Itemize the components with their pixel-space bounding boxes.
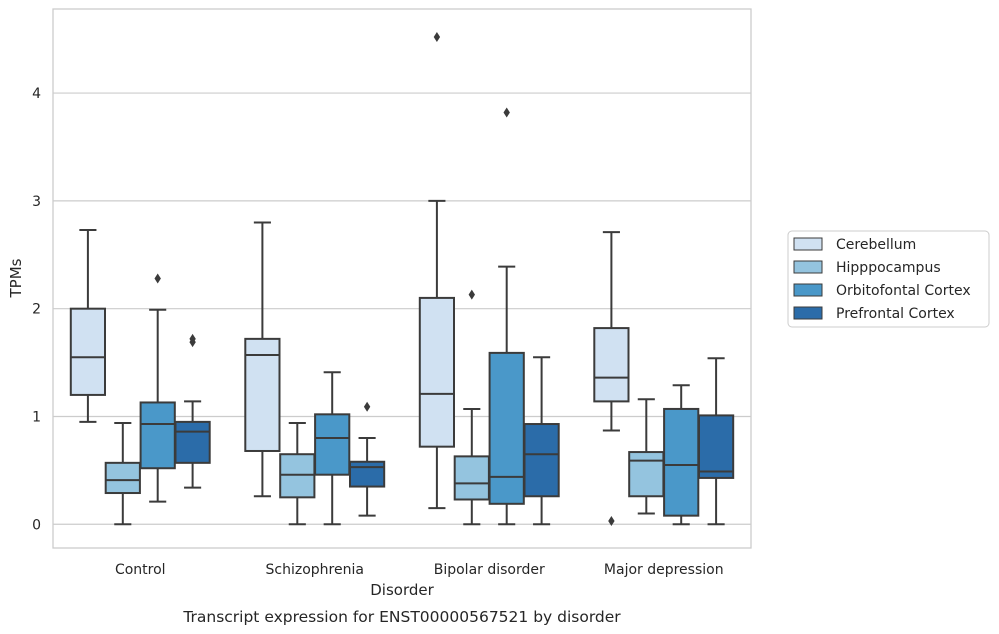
box-orbitofontal-cortex-2 — [488, 107, 525, 526]
legend-frame — [787, 230, 990, 328]
box-body — [174, 420, 211, 464]
outlier-point — [503, 107, 510, 118]
box-prefrontal-cortex-3 — [697, 357, 735, 526]
legend-swatch — [793, 283, 823, 297]
box-body — [244, 337, 281, 452]
box-body — [453, 455, 490, 501]
outlier-point — [608, 516, 615, 527]
legend-entry: Orbitofontal Cortex — [836, 283, 971, 299]
outlier-point — [154, 273, 161, 284]
outlier-point — [363, 401, 371, 412]
y-tick-label: 3 — [32, 194, 41, 210]
box-plot-series — [69, 32, 735, 527]
box-prefrontal-cortex-2 — [523, 356, 560, 526]
box-cerebellum-3 — [593, 231, 630, 527]
box-body — [69, 307, 107, 396]
legend-entry: Cerebellum — [836, 237, 916, 253]
box-hipppocampus-0 — [104, 421, 141, 526]
box-body — [348, 460, 386, 488]
legend-swatch — [793, 260, 823, 274]
y-axis-label: TPMs — [7, 258, 25, 298]
legend-swatch — [793, 306, 823, 320]
box-body — [593, 327, 630, 403]
legend-entry: Hipppocampus — [836, 260, 941, 276]
y-tick-label: 4 — [32, 86, 41, 102]
plot-frame — [52, 8, 752, 549]
x-tick-label: Major depression — [604, 562, 724, 578]
y-tick-label: 1 — [32, 409, 41, 425]
box-orbitofontal-cortex-0 — [139, 273, 176, 503]
box-cerebellum-1 — [244, 221, 281, 498]
box-body — [628, 451, 665, 498]
outlier-point — [433, 32, 441, 43]
box-prefrontal-cortex-1 — [348, 401, 386, 517]
box-orbitofontal-cortex-1 — [314, 371, 351, 526]
box-body — [697, 414, 735, 479]
box-body — [418, 296, 456, 448]
x-tick-label: Control — [115, 562, 166, 578]
legend-entry: Prefrontal Cortex — [836, 306, 955, 322]
box-hipppocampus-1 — [279, 421, 316, 526]
box-orbitofontal-cortex-3 — [663, 384, 700, 526]
box-body — [104, 461, 141, 495]
legend: Cerebellum Hipppocampus Orbitofontal Corte… — [787, 230, 990, 328]
x-axis-label: Disorder — [370, 581, 434, 599]
box-cerebellum-0 — [69, 228, 107, 423]
box-body — [279, 453, 316, 499]
x-tick-label: Bipolar disorder — [434, 562, 545, 578]
y-axis-ticks: 0 1 2 3 4 — [32, 86, 41, 533]
y-tick-label: 0 — [32, 517, 41, 533]
box-prefrontal-cortex-0 — [174, 333, 211, 489]
chart-caption: Transcript expression for ENST0000056752… — [182, 608, 621, 626]
box-body — [523, 423, 560, 498]
box-hipppocampus-3 — [628, 398, 665, 515]
box-body — [139, 401, 176, 470]
legend-swatch — [793, 237, 823, 251]
outlier-point — [189, 333, 196, 344]
box-body — [314, 413, 351, 476]
outlier-point — [468, 289, 475, 300]
x-tick-label: Schizophrenia — [266, 562, 364, 578]
box-body — [488, 351, 525, 505]
box-body — [663, 407, 700, 517]
box-cerebellum-2 — [418, 32, 456, 510]
y-tick-label: 2 — [32, 302, 41, 318]
box-hipppocampus-2 — [453, 289, 490, 526]
x-axis-ticks: Control Schizophrenia Bipolar disorder Majo… — [115, 562, 724, 578]
